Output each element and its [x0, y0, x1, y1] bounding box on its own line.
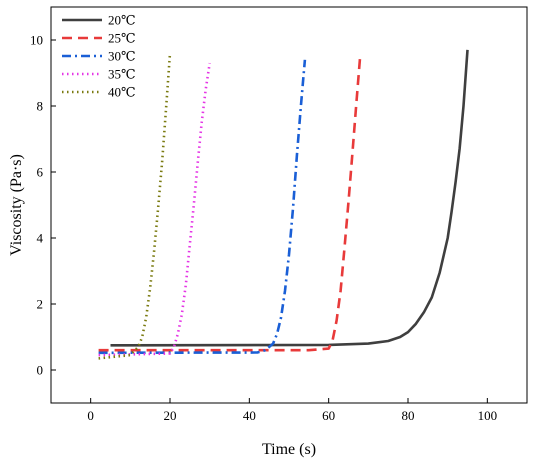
plot-frame: [50, 6, 528, 404]
x-tick-label: 40: [243, 408, 256, 423]
x-tick-label: 80: [402, 408, 415, 423]
series-line-35: [98, 62, 211, 357]
y-tick-label: 4: [37, 231, 44, 246]
x-tick-label: 100: [478, 408, 498, 423]
legend-label: 20℃: [108, 13, 136, 28]
legend-label: 35℃: [108, 67, 136, 82]
legend-label: 25℃: [108, 31, 136, 46]
y-tick-label: 8: [37, 99, 44, 114]
legend: 20℃ 25℃ 30℃ 35℃ 40℃: [62, 13, 136, 100]
y-tick-label: 10: [30, 33, 43, 48]
series-line-25: [98, 53, 362, 352]
y-tick-label: 2: [37, 297, 44, 312]
x-tick-label: 60: [322, 408, 335, 423]
legend-label: 40℃: [108, 85, 136, 100]
y-axis-title: Viscosity (Pa·s): [8, 154, 25, 256]
x-tick-label: 0: [87, 408, 94, 423]
legend-label: 30℃: [108, 49, 136, 64]
y-tick-label: 6: [37, 165, 44, 180]
y-tick-label: 0: [37, 363, 44, 378]
x-axis: 0 20 40 60 80 100: [87, 398, 497, 423]
series-line-30: [98, 59, 307, 355]
x-tick-label: 20: [164, 408, 177, 423]
series-layer: [98, 49, 469, 360]
y-axis: 0 2 4 6 8 10: [30, 33, 56, 378]
series-line-20: [110, 49, 469, 347]
x-axis-title: Time (s): [262, 441, 316, 458]
